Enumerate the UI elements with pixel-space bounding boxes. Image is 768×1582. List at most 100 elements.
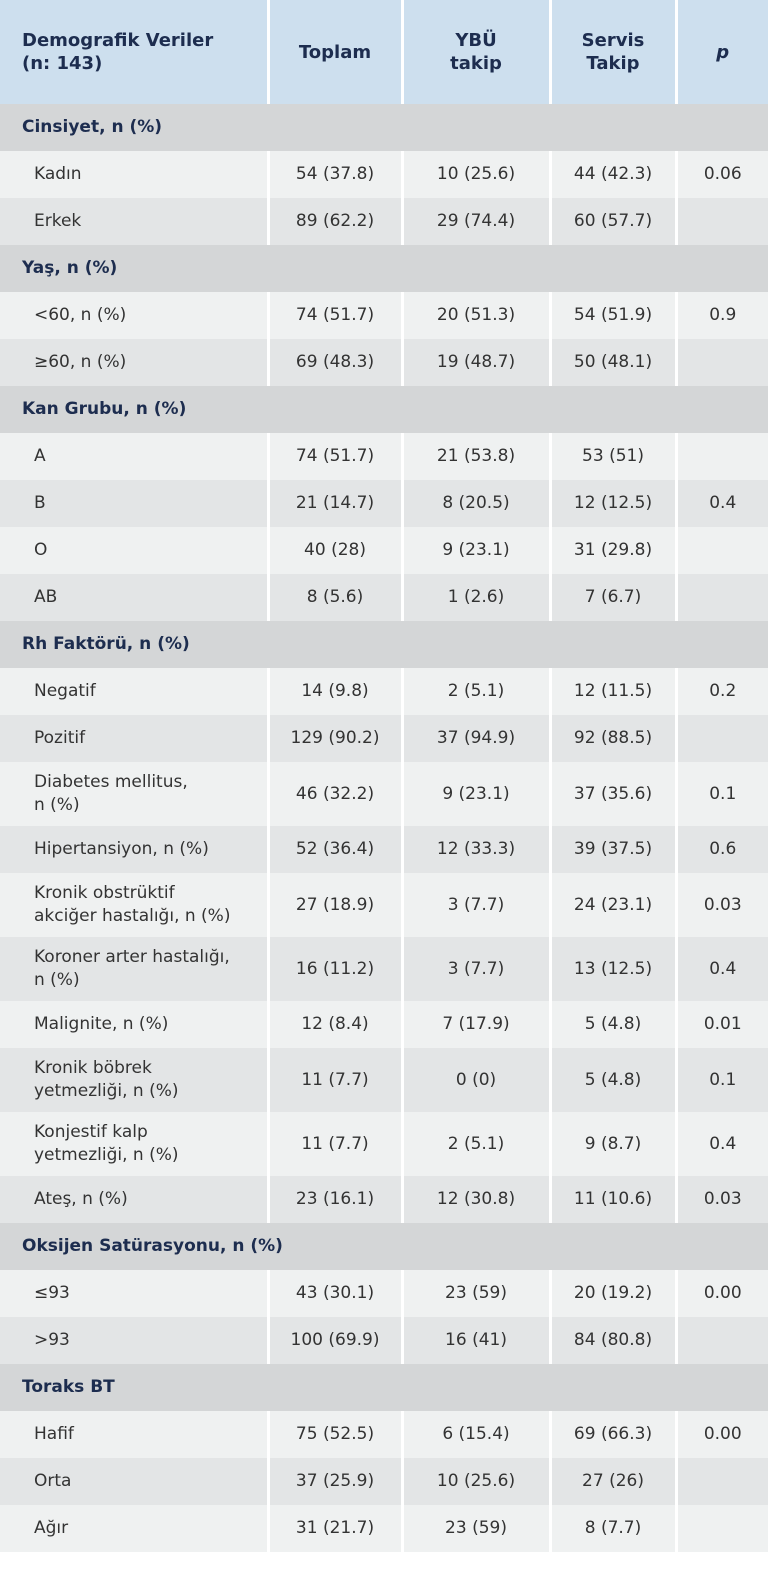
cell: 7 (17.9) [400,1001,552,1048]
data-row: Koroner arter hastalığı, n (%) 16 (11.2) 3… [0,937,768,1001]
row-label: Erkek [0,198,270,245]
cell: 92 (88.5) [548,715,678,762]
cell: 100 (69.9) [266,1317,404,1364]
cell: 40 (28) [266,527,404,574]
row-label: Diabetes mellitus, n (%) [0,762,270,826]
cell: 16 (41) [400,1317,552,1364]
cell: 0.4 [674,480,768,527]
row-label: Ateş, n (%) [0,1176,270,1223]
cell: 5 (4.8) [548,1001,678,1048]
section-row: Rh Faktörü, n (%) [0,621,768,668]
row-label: Ağır [0,1505,270,1552]
cell: 12 (30.8) [400,1176,552,1223]
data-row: Kadın 54 (37.8) 10 (25.6) 44 (42.3) 0.06 [0,151,768,198]
section-title: Oksijen Satürasyonu, n (%) [0,1223,768,1270]
cell: 9 (23.1) [400,762,552,826]
cell: 3 (7.7) [400,873,552,937]
section-title: Rh Faktörü, n (%) [0,621,768,668]
data-row: Ağır 31 (21.7) 23 (59) 8 (7.7) [0,1505,768,1552]
cell: 60 (57.7) [548,198,678,245]
cell: 39 (37.5) [548,826,678,873]
cell: 0.03 [674,1176,768,1223]
cell: 6 (15.4) [400,1411,552,1458]
row-label: Malignite, n (%) [0,1001,270,1048]
cell: 31 (29.8) [548,527,678,574]
header-cell: Toplam [266,0,404,104]
cell: 44 (42.3) [548,151,678,198]
row-label: AB [0,574,270,621]
cell: 20 (19.2) [548,1270,678,1317]
cell: 0.4 [674,1112,768,1176]
cell: 11 (10.6) [548,1176,678,1223]
row-label: B [0,480,270,527]
header-cell: Servis Takip [548,0,678,104]
cell: 21 (53.8) [400,433,552,480]
cell [674,198,768,245]
cell: 0.06 [674,151,768,198]
cell: 10 (25.6) [400,1458,552,1505]
cell: 10 (25.6) [400,151,552,198]
row-label: <60, n (%) [0,292,270,339]
cell: 7 (6.7) [548,574,678,621]
cell: 3 (7.7) [400,937,552,1001]
data-row: O 40 (28) 9 (23.1) 31 (29.8) [0,527,768,574]
data-row: Negatif 14 (9.8) 2 (5.1) 12 (11.5) 0.2 [0,668,768,715]
cell: 89 (62.2) [266,198,404,245]
cell: 23 (16.1) [266,1176,404,1223]
section-row: Yaş, n (%) [0,245,768,292]
row-label: O [0,527,270,574]
cell: 74 (51.7) [266,433,404,480]
cell: 8 (20.5) [400,480,552,527]
cell: 12 (11.5) [548,668,678,715]
row-label: Kronik böbrek yetmezliği, n (%) [0,1048,270,1112]
cell: 0.4 [674,937,768,1001]
cell: 27 (18.9) [266,873,404,937]
data-row: Kronik böbrek yetmezliği, n (%) 11 (7.7) 0… [0,1048,768,1112]
cell: 50 (48.1) [548,339,678,386]
header-cell: YBÜ takip [400,0,552,104]
data-row: Diabetes mellitus, n (%) 46 (32.2) 9 (23.1… [0,762,768,826]
row-label: Koroner arter hastalığı, n (%) [0,937,270,1001]
cell: 29 (74.4) [400,198,552,245]
cell: 0.01 [674,1001,768,1048]
cell: 0.00 [674,1411,768,1458]
data-row: ≤93 43 (30.1) 23 (59) 20 (19.2) 0.00 [0,1270,768,1317]
cell: 1 (2.6) [400,574,552,621]
cell: 2 (5.1) [400,1112,552,1176]
cell: 74 (51.7) [266,292,404,339]
cell: 54 (51.9) [548,292,678,339]
cell: 12 (33.3) [400,826,552,873]
row-label: A [0,433,270,480]
data-row: Kronik obstrüktif akciğer hastalığı, n (… [0,873,768,937]
cell: 0.1 [674,1048,768,1112]
cell: 21 (14.7) [266,480,404,527]
cell: 0.03 [674,873,768,937]
cell: 14 (9.8) [266,668,404,715]
data-row: B 21 (14.7) 8 (20.5) 12 (12.5) 0.4 [0,480,768,527]
header-cell: Demografik Veriler (n: 143) [0,0,270,104]
data-row: Ateş, n (%) 23 (16.1) 12 (30.8) 11 (10.6) 0.… [0,1176,768,1223]
row-label: Pozitif [0,715,270,762]
cell: 23 (59) [400,1270,552,1317]
section-title: Toraks BT [0,1364,768,1411]
cell: 46 (32.2) [266,762,404,826]
cell: 8 (7.7) [548,1505,678,1552]
cell [674,339,768,386]
cell [674,574,768,621]
row-label: Hafif [0,1411,270,1458]
cell: 69 (66.3) [548,1411,678,1458]
header-row: Demografik Veriler (n: 143) Toplam YBÜ tak… [0,0,768,104]
cell: 84 (80.8) [548,1317,678,1364]
cell: 13 (12.5) [548,937,678,1001]
data-row: AB 8 (5.6) 1 (2.6) 7 (6.7) [0,574,768,621]
cell: 9 (23.1) [400,527,552,574]
row-label: ≥60, n (%) [0,339,270,386]
cell [674,715,768,762]
cell: 2 (5.1) [400,668,552,715]
data-row: ≥60, n (%) 69 (48.3) 19 (48.7) 50 (48.1) [0,339,768,386]
section-title: Yaş, n (%) [0,245,768,292]
cell: 16 (11.2) [266,937,404,1001]
cell: 0.9 [674,292,768,339]
cell: 54 (37.8) [266,151,404,198]
